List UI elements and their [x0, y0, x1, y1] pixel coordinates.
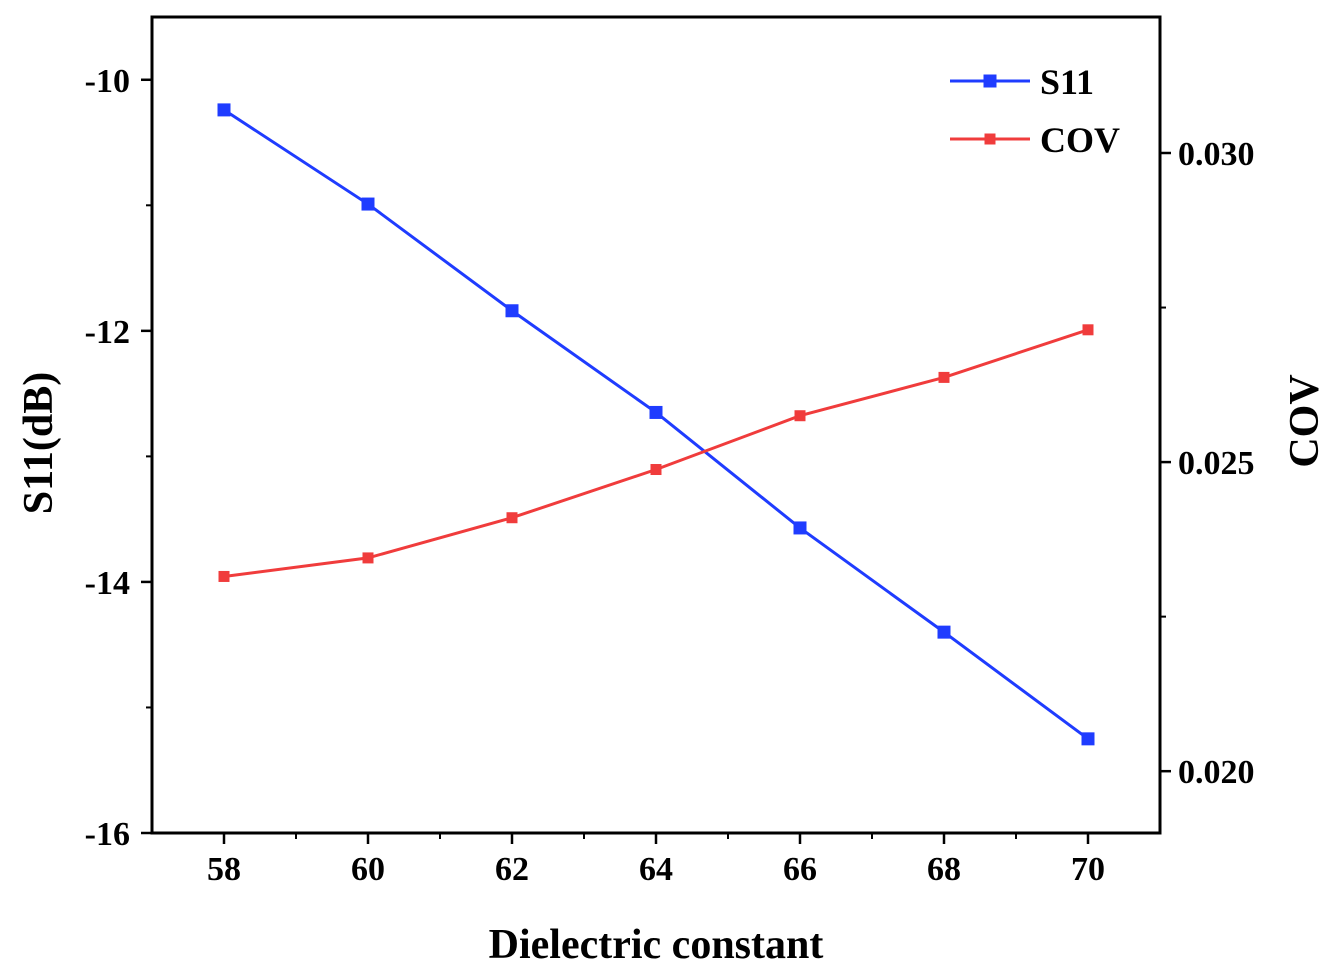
s11-data-point: [793, 521, 807, 535]
s11-data-point: [505, 304, 519, 318]
y2-axis-title: COV: [1282, 374, 1328, 467]
s11-series-line: [223, 108, 1089, 741]
cov-data-point: [794, 410, 806, 422]
y-tick-label: -14: [85, 565, 130, 602]
y2-tick-label: 0.020: [1178, 754, 1255, 791]
x-tick-label: 58: [207, 851, 241, 888]
s11-data-point: [217, 103, 231, 117]
s11-data-point: [937, 625, 951, 639]
x-tick-label: 68: [927, 851, 961, 888]
s11-data-point: [649, 405, 663, 419]
legend-cov-label: COV: [1040, 120, 1120, 160]
y-tick-label: -12: [85, 314, 130, 351]
legend-cov-marker: [984, 133, 996, 145]
cov-data-point: [506, 512, 518, 524]
y-tick-label: -10: [85, 63, 130, 100]
y2-tick-label: 0.025: [1178, 445, 1255, 482]
x-tick-label: 66: [783, 851, 817, 888]
x-tick-label: 62: [495, 851, 529, 888]
legend-s11-label: S11: [1040, 62, 1094, 102]
cov-data-point: [218, 570, 230, 582]
cov-data-point: [650, 464, 662, 476]
cov-data-point: [362, 552, 374, 564]
y2-tick-label: 0.030: [1178, 136, 1255, 173]
y-axis-title: S11(dB): [16, 372, 62, 514]
x-tick-label: 60: [351, 851, 385, 888]
s11-data-point: [361, 197, 375, 211]
s11-data-point: [1081, 732, 1095, 746]
y-tick-label: -16: [85, 816, 130, 853]
x-tick-label: 64: [639, 851, 673, 888]
legend-s11-marker: [983, 74, 997, 88]
cov-data-point: [1082, 324, 1094, 336]
x-axis-title: Dielectric constant: [489, 922, 824, 968]
x-tick-label: 70: [1071, 851, 1105, 888]
cov-series-line: [223, 328, 1089, 578]
cov-data-point: [938, 371, 950, 383]
